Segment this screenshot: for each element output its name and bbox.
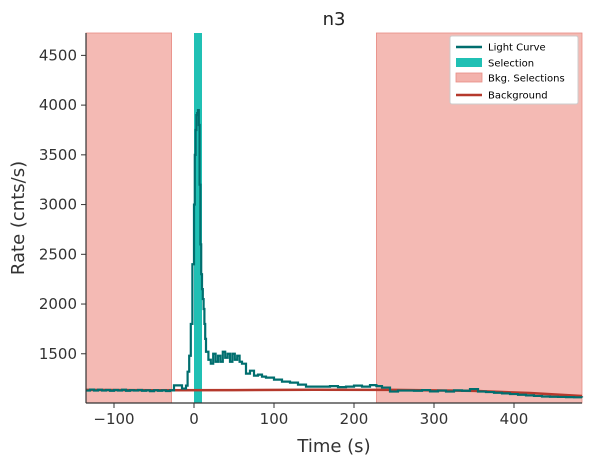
legend-selection-swatch xyxy=(456,58,482,67)
y-tick-label: 1500 xyxy=(39,345,77,363)
y-tick-label: 2500 xyxy=(39,245,77,263)
y-axis-label: Rate (cnts/s) xyxy=(8,161,29,275)
y-tick-label: 4000 xyxy=(39,96,77,114)
x-tick-label: 100 xyxy=(260,410,289,428)
tick-marks xyxy=(81,54,515,408)
x-axis-label: Time (s) xyxy=(296,436,370,457)
y-tick-labels: 1500 2000 2500 3000 3500 4000 4500 xyxy=(39,46,77,362)
legend-bkg-selections-label: Bkg. Selections xyxy=(488,74,565,85)
legend: Light Curve Selection Bkg. Selections Ba… xyxy=(449,35,579,105)
y-tick-label: 3500 xyxy=(39,146,77,164)
chart-title: n3 xyxy=(323,9,346,30)
bkg-selection-1 xyxy=(85,32,172,404)
x-tick-labels: −100 0 100 200 300 400 xyxy=(93,410,528,428)
legend-frame xyxy=(449,35,579,105)
legend-bkg-selections-swatch xyxy=(455,72,483,83)
y-tick-label: 4500 xyxy=(39,46,77,64)
y-tick-label: 3000 xyxy=(39,196,77,214)
legend-light-curve-label: Light Curve xyxy=(488,43,546,54)
x-tick-label: −100 xyxy=(93,410,134,428)
light-curve-series xyxy=(86,108,584,399)
x-tick-label: 300 xyxy=(420,410,449,428)
source-selection xyxy=(194,33,202,403)
axes xyxy=(85,33,582,404)
x-tick-label: 400 xyxy=(500,410,529,428)
light-curve-line xyxy=(86,108,584,399)
selection xyxy=(194,33,202,403)
legend-background-label: Background xyxy=(488,91,548,102)
x-tick-label: 200 xyxy=(340,410,369,428)
y-tick-label: 2000 xyxy=(39,295,77,313)
x-tick-label: 0 xyxy=(189,410,199,428)
legend-selection-label: Selection xyxy=(488,59,534,70)
